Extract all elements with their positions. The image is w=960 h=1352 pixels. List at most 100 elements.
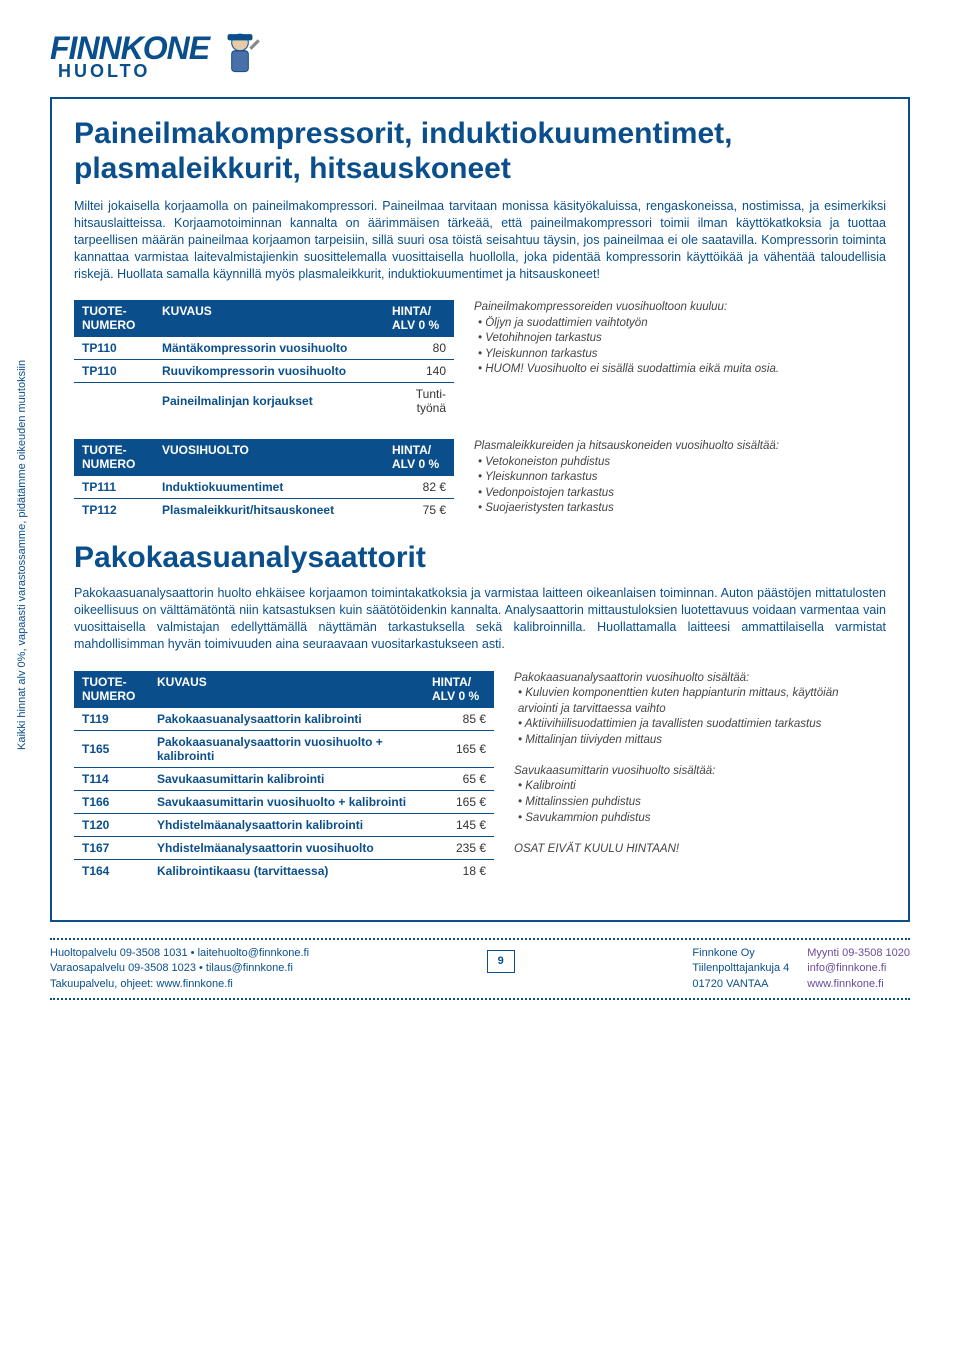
table-cell: 165 € — [424, 730, 494, 767]
footer-center: 9 — [487, 946, 515, 992]
table-row: T164Kalibrointikaasu (tarvittaessa)18 € — [74, 859, 494, 882]
side-lead: Pakokaasuanalysaattorin vuosihuolto sisä… — [514, 671, 874, 687]
table-compressors: TUOTE- NUMERO KUVAUS HINTA/ ALV 0 % TP11… — [74, 300, 454, 419]
footer-line: Varaosapalvelu 09-3508 1023 • tilaus@fin… — [50, 961, 309, 976]
table-cell: Tunti- työnä — [384, 383, 454, 420]
table-cell: Plasmaleikkurit/hitsauskoneet — [154, 499, 384, 522]
table-cell: 82 € — [384, 476, 454, 499]
heading-2: Pakokaasuanalysaattorit — [74, 541, 886, 575]
th: KUVAUS — [154, 300, 384, 337]
th: VUOSIHUOLTO — [154, 439, 384, 476]
side-note: OSAT EIVÄT KUULU HINTAAN! — [514, 842, 874, 858]
list-item: Suojaeristysten tarkastus — [478, 501, 854, 517]
list-item: Mittalinssien puhdistus — [518, 795, 874, 811]
footer-line: Tiilenpolttajankuja 4 — [692, 961, 789, 976]
table-cell: T164 — [74, 859, 149, 882]
footer-left: Huoltopalvelu 09-3508 1031 • laitehuolto… — [50, 946, 309, 992]
table-row: T120Yhdistelmäanalysaattorin kalibrointi… — [74, 813, 494, 836]
side-box-1: Paineilmakompressoreiden vuosihuoltoon k… — [474, 300, 874, 378]
table-cell: Paineilmalinjan korjaukset — [154, 383, 384, 420]
table-cell: Mäntäkompressorin vuosihuolto — [154, 337, 384, 360]
table-row: T167Yhdistelmäanalysaattorin vuosihuolto… — [74, 836, 494, 859]
table-cell: 75 € — [384, 499, 454, 522]
side-box-2: Plasmaleikkureiden ja hitsauskoneiden vu… — [474, 439, 854, 517]
vertical-note: Kaikki hinnat alv 0%, vapaasti varastoss… — [16, 360, 28, 750]
section-1: TUOTE- NUMERO KUVAUS HINTA/ ALV 0 % TP11… — [74, 300, 886, 419]
list-item: Aktiivihiilisuodattimien ja tavallisten … — [518, 717, 874, 733]
list-item: Vetokoneiston puhdistus — [478, 455, 854, 471]
logo: FINNKONE HUOLTO — [50, 30, 910, 82]
list-item: Kalibrointi — [518, 779, 874, 795]
table-cell: Induktiokuumentimet — [154, 476, 384, 499]
intro-text-2: Pakokaasuanalysaattorin huolto ehkäisee … — [74, 585, 886, 653]
table-cell: TP110 — [74, 360, 154, 383]
table-row: TP110Mäntäkompressorin vuosihuolto80 — [74, 337, 454, 360]
th: HINTA/ ALV 0 % — [384, 300, 454, 337]
table-cell: 85 € — [424, 707, 494, 730]
table-cell: T166 — [74, 790, 149, 813]
table-welding: TUOTE- NUMERO VUOSIHUOLTO HINTA/ ALV 0 %… — [74, 439, 454, 521]
table-cell: TP110 — [74, 337, 154, 360]
table-cell: TP111 — [74, 476, 154, 499]
page-number: 9 — [487, 950, 515, 973]
table-row: TP112Plasmaleikkurit/hitsauskoneet75 € — [74, 499, 454, 522]
table-cell: Yhdistelmäanalysaattorin kalibrointi — [149, 813, 424, 836]
table-cell: TP112 — [74, 499, 154, 522]
table-cell: T119 — [74, 707, 149, 730]
footer-line: Huoltopalvelu 09-3508 1031 • laitehuolto… — [50, 946, 309, 961]
side-lead: Paineilmakompressoreiden vuosihuoltoon k… — [474, 300, 874, 316]
side-box-3: Pakokaasuanalysaattorin vuosihuolto sisä… — [514, 671, 874, 857]
footer-line: Finnkone Oy — [692, 946, 789, 961]
side-lead: Savukaasumittarin vuosihuolto sisältää: — [514, 764, 874, 780]
table-cell: 165 € — [424, 790, 494, 813]
mascot-icon — [219, 30, 261, 82]
intro-text: Miltei jokaisella korjaamolla on paineil… — [74, 198, 886, 282]
footer-line: 01720 VANTAA — [692, 977, 789, 992]
footer-line: Takuupalvelu, ohjeet: www.finnkone.fi — [50, 977, 309, 992]
table-cell: 80 — [384, 337, 454, 360]
content-frame: Paineilmakompressorit, induktiokuumentim… — [50, 97, 910, 922]
side-lead: Plasmaleikkureiden ja hitsauskoneiden vu… — [474, 439, 854, 455]
table-cell: 140 — [384, 360, 454, 383]
table-row: Paineilmalinjan korjauksetTunti- työnä — [74, 383, 454, 420]
th: TUOTE- NUMERO — [74, 439, 154, 476]
table-cell: T165 — [74, 730, 149, 767]
list-item: Mittalinjan tiiviyden mittaus — [518, 733, 874, 749]
section-3: TUOTE- NUMERO KUVAUS HINTA/ ALV 0 % T119… — [74, 671, 886, 882]
list-item: Kuluvien komponenttien kuten happianturi… — [518, 686, 874, 717]
table-row: TP111Induktiokuumentimet82 € — [74, 476, 454, 499]
th: TUOTE- NUMERO — [74, 300, 154, 337]
footer-line: www.finnkone.fi — [807, 977, 910, 992]
th: HINTA/ ALV 0 % — [424, 671, 494, 708]
table-cell: 65 € — [424, 767, 494, 790]
list-item: Yleiskunnon tarkastus — [478, 470, 854, 486]
table-cell: Savukaasumittarin kalibrointi — [149, 767, 424, 790]
table-row: T165Pakokaasuanalysaattorin vuosihuolto … — [74, 730, 494, 767]
table-cell — [74, 383, 154, 420]
section-2: TUOTE- NUMERO VUOSIHUOLTO HINTA/ ALV 0 %… — [74, 439, 886, 521]
table-cell: Pakokaasuanalysaattorin kalibrointi — [149, 707, 424, 730]
table-row: T166Savukaasumittarin vuosihuolto + kali… — [74, 790, 494, 813]
table-cell: T120 — [74, 813, 149, 836]
list-item: Savukammion puhdistus — [518, 811, 874, 827]
list-item: HUOM! Vuosihuolto ei sisällä suodattimia… — [478, 362, 874, 378]
footer-line: info@finnkone.fi — [807, 961, 910, 976]
table-cell: Kalibrointikaasu (tarvittaessa) — [149, 859, 424, 882]
th: TUOTE- NUMERO — [74, 671, 149, 708]
table-cell: T167 — [74, 836, 149, 859]
table-cell: T114 — [74, 767, 149, 790]
heading-1: Paineilmakompressorit, induktiokuumentim… — [74, 117, 886, 186]
list-item: Vetohihnojen tarkastus — [478, 331, 874, 347]
list-item: Vedonpoistojen tarkastus — [478, 486, 854, 502]
list-item: Yleiskunnon tarkastus — [478, 347, 874, 363]
table-cell: Yhdistelmäanalysaattorin vuosihuolto — [149, 836, 424, 859]
table-cell: 235 € — [424, 836, 494, 859]
table-row: T114Savukaasumittarin kalibrointi65 € — [74, 767, 494, 790]
th: HINTA/ ALV 0 % — [384, 439, 454, 476]
table-analyzers: TUOTE- NUMERO KUVAUS HINTA/ ALV 0 % T119… — [74, 671, 494, 882]
table-cell: Ruuvikompressorin vuosihuolto — [154, 360, 384, 383]
th: KUVAUS — [149, 671, 424, 708]
list-item: Öljyn ja suodattimien vaihtotyön — [478, 316, 874, 332]
footer-right: Finnkone Oy Tiilenpolttajankuja 4 01720 … — [692, 946, 910, 992]
table-cell: 145 € — [424, 813, 494, 836]
